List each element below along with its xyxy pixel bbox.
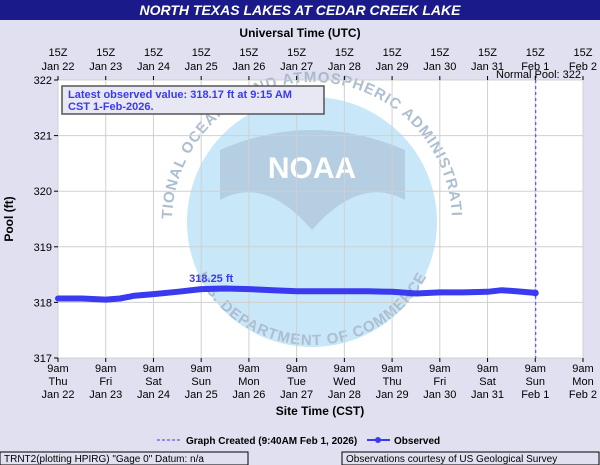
observed-series-line bbox=[55, 285, 539, 303]
x-tick-label: Jan 22 bbox=[41, 389, 74, 401]
x-tick-label: 9am bbox=[429, 363, 450, 375]
x-tick-label: Fri bbox=[99, 376, 112, 388]
normal-pool-label: Normal Pool: 322 bbox=[496, 69, 581, 81]
latest-value-box bbox=[61, 85, 325, 115]
latest-value-line2: CST 1-Feb-2026. bbox=[68, 101, 154, 113]
top-tick-label: 15Z bbox=[526, 47, 545, 59]
top-tick-label: 15Z bbox=[574, 47, 593, 59]
x-tick-label: Jan 23 bbox=[89, 389, 122, 401]
x-tick-label: Jan 31 bbox=[471, 389, 504, 401]
top-axis: 15Z Jan 22 15Z Jan 23 15Z Jan 24 15Z Jan 25 15Z J… bbox=[41, 47, 597, 80]
top-tick-label: 15Z bbox=[335, 47, 354, 59]
title-bar bbox=[0, 0, 600, 20]
y-tick-label: 321 bbox=[34, 131, 52, 143]
x-tick-label: Sat bbox=[145, 376, 162, 388]
y-axis: 317 318 319 320 321 322 bbox=[34, 75, 58, 365]
y-tick-label: 320 bbox=[34, 186, 52, 198]
top-tick-label: 15Z bbox=[430, 47, 449, 59]
x-tick-label: Sun bbox=[525, 376, 545, 388]
top-tick-label: Jan 25 bbox=[185, 61, 218, 73]
footer-right-box bbox=[341, 451, 600, 465]
legend-observed-label: Observed bbox=[394, 436, 440, 447]
noaa-logo-text: NOAA bbox=[268, 152, 356, 185]
footer-right-text: Observations courtesy of US Geological S… bbox=[346, 454, 557, 465]
x-tick-label: 9am bbox=[525, 363, 546, 375]
bottom-axis-title: Site Time (CST) bbox=[276, 404, 364, 418]
legend-created-label: Graph Created (9:40AM Feb 1, 2026) bbox=[186, 436, 357, 447]
x-tick-label: Wed bbox=[333, 376, 355, 388]
x-tick-label: Tue bbox=[287, 376, 306, 388]
top-tick-label: 15Z bbox=[239, 47, 258, 59]
top-tick-label: 15Z bbox=[96, 47, 115, 59]
top-tick-label: Feb 1 bbox=[521, 61, 549, 73]
x-tick-label: Jan 24 bbox=[137, 389, 170, 401]
x-tick-label: Fri bbox=[433, 376, 446, 388]
top-axis-title: Universal Time (UTC) bbox=[239, 26, 360, 40]
top-tick-label: Jan 26 bbox=[232, 61, 265, 73]
top-tick-label: Jan 29 bbox=[376, 61, 409, 73]
x-tick-label: 9am bbox=[286, 363, 307, 375]
footer-left-box bbox=[0, 451, 249, 465]
top-tick-label: Jan 30 bbox=[423, 61, 456, 73]
x-tick-label: 9am bbox=[95, 363, 116, 375]
top-tick-label: Jan 22 bbox=[41, 61, 74, 73]
x-tick-label: 9am bbox=[572, 363, 593, 375]
x-tick-label: Jan 25 bbox=[185, 389, 218, 401]
x-tick-label: 9am bbox=[143, 363, 164, 375]
y-tick-label: 322 bbox=[34, 75, 52, 87]
top-tick-label: 15Z bbox=[287, 47, 306, 59]
x-tick-label: 9am bbox=[47, 363, 68, 375]
observed-last-point bbox=[531, 289, 539, 297]
top-tick-label: 15Z bbox=[383, 47, 402, 59]
x-tick-label: Thu bbox=[49, 376, 68, 388]
x-tick-label: Mon bbox=[572, 376, 593, 388]
top-tick-label: Jan 24 bbox=[137, 61, 170, 73]
top-tick-label: Jan 27 bbox=[280, 61, 313, 73]
y-tick-label: 318 bbox=[34, 297, 52, 309]
x-tick-label: Jan 28 bbox=[328, 389, 361, 401]
peak-label: 318.25 ft bbox=[189, 273, 233, 285]
grid bbox=[57, 79, 584, 359]
x-tick-label: Sun bbox=[191, 376, 211, 388]
x-tick-label: 9am bbox=[190, 363, 211, 375]
x-tick-label: Jan 27 bbox=[280, 389, 313, 401]
x-tick-label: Feb 2 bbox=[569, 389, 597, 401]
x-tick-label: Sat bbox=[479, 376, 496, 388]
x-tick-label: Jan 26 bbox=[232, 389, 265, 401]
chart-title: NORTH TEXAS LAKES AT CEDAR CREEK LAKE bbox=[140, 2, 462, 18]
x-tick-label: Jan 29 bbox=[376, 389, 409, 401]
top-tick-label: Jan 31 bbox=[471, 61, 504, 73]
top-tick-label: Jan 28 bbox=[328, 61, 361, 73]
x-tick-label: Thu bbox=[383, 376, 402, 388]
legend: Graph Created (9:40AM Feb 1, 2026) Obser… bbox=[157, 436, 440, 447]
legend-observed-marker bbox=[375, 437, 381, 443]
top-tick-label: 15Z bbox=[478, 47, 497, 59]
top-tick-label: 15Z bbox=[144, 47, 163, 59]
x-tick-label: Mon bbox=[238, 376, 259, 388]
y-tick-label: 319 bbox=[34, 242, 52, 254]
x-tick-label: 9am bbox=[381, 363, 402, 375]
x-tick-label: Jan 30 bbox=[423, 389, 456, 401]
x-tick-label: Feb 1 bbox=[521, 389, 549, 401]
footer-left-text: TRNT2(plotting HPIRG) "Gage 0" Datum: n/… bbox=[4, 454, 204, 465]
top-tick-label: 15Z bbox=[49, 47, 68, 59]
top-tick-label: 15Z bbox=[192, 47, 211, 59]
top-tick-label: Jan 23 bbox=[89, 61, 122, 73]
x-tick-label: 9am bbox=[334, 363, 355, 375]
top-tick-label: Feb 2 bbox=[569, 61, 597, 73]
y-axis-title: Pool (ft) bbox=[2, 196, 16, 241]
x-tick-label: 9am bbox=[477, 363, 498, 375]
x-tick-label: 9am bbox=[238, 363, 259, 375]
y-tick-label: 317 bbox=[34, 353, 52, 365]
noaa-logo-bird bbox=[220, 130, 405, 230]
latest-value-line1: Latest observed value: 318.17 ft at 9:15… bbox=[68, 89, 292, 101]
